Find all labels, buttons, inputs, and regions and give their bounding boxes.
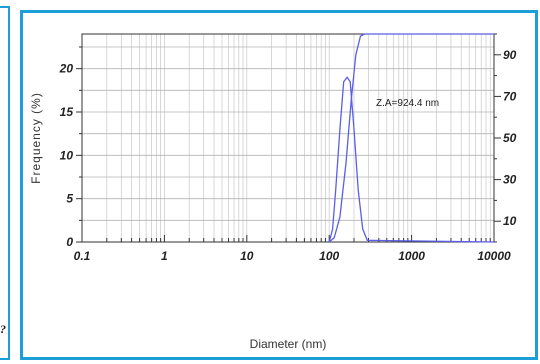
y-tick-label: 0 — [66, 235, 73, 249]
y2-tick-label: 50 — [503, 131, 517, 145]
y-tick-label: 20 — [59, 62, 74, 76]
y2-tick-label: 90 — [503, 48, 517, 62]
y-axis-title: Frequency (%) — [29, 92, 43, 184]
x-axis-title: Diameter (nm) — [250, 337, 327, 351]
x-tick-label: 10 — [240, 249, 254, 263]
x-tick-label: 0.1 — [74, 249, 91, 263]
y-tick-labels: 0 5 10 15 20 — [59, 62, 74, 249]
y-tick-label: 5 — [66, 192, 73, 206]
series-frequency-line — [328, 76, 495, 243]
annotation-za: Z.A=924.4 nm — [376, 98, 439, 109]
x-tick-labels: 0.1 1 10 100 1000 10000 — [74, 249, 511, 263]
series-cumulative-line — [328, 33, 494, 243]
x-tick-label: 1 — [161, 249, 168, 263]
x-tick-label: 10000 — [477, 249, 511, 263]
horizontal-gridlines — [82, 46, 494, 243]
axis-ticks — [76, 33, 501, 243]
left-panel — [0, 6, 10, 360]
x-tick-label: 1000 — [398, 249, 425, 263]
left-panel-mark: ? — [0, 322, 6, 336]
y-tick-label: 15 — [60, 105, 74, 119]
x-tick-label: 100 — [319, 249, 339, 263]
series-group — [328, 33, 495, 243]
y2-tick-label: 70 — [503, 89, 517, 103]
y2-tick-label: 10 — [503, 214, 517, 228]
plot-border — [81, 33, 495, 243]
y-tick-label: 10 — [60, 148, 74, 162]
y2-tick-label: 30 — [503, 173, 517, 187]
vertical-gridlines — [81, 34, 491, 242]
y2-tick-labels: 10 30 50 70 90 — [503, 48, 517, 228]
